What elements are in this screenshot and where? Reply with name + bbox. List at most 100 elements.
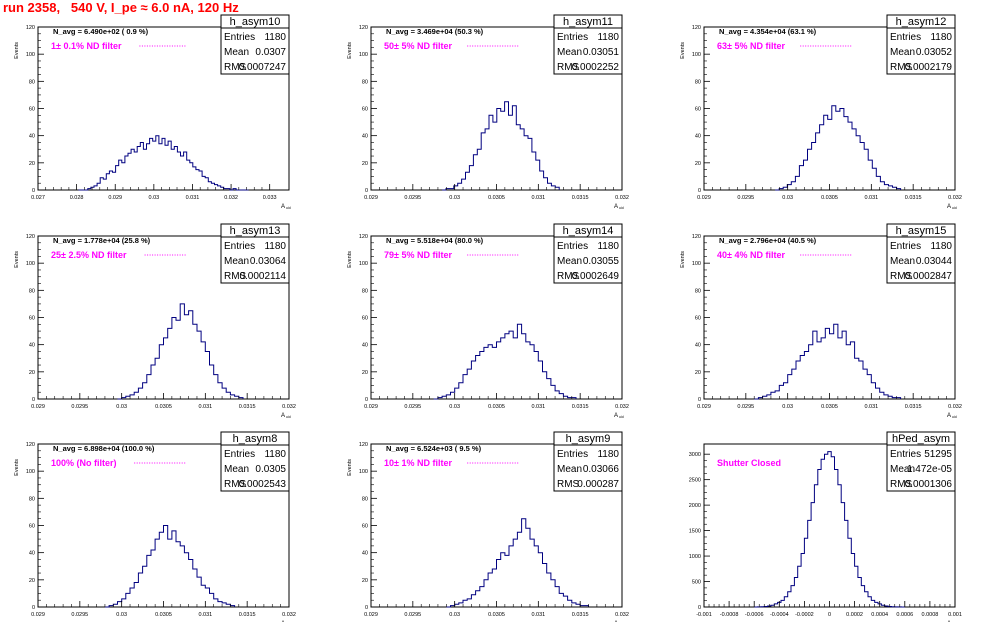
x-axis-title-sub: uid [619,206,624,210]
y-axis-title: Events [347,42,353,59]
y-tick-label: 20 [362,578,368,584]
x-axis-title: A [947,204,951,210]
x-tick-label: 0.029 [364,195,378,201]
x-axis-title-sub: uid [619,415,624,419]
x-tick-label: 0.0305 [821,195,838,201]
stats-label: Mean [557,47,582,58]
navg-label: N_avg = 6.898e+04 (100.0 %) [53,444,155,453]
stats-label: Entries [224,449,255,460]
histogram-panel-h_asym13: 0 20 40 60 80 100 120 0.029 0.0295 0.03 0.0305 0.03… [14,223,296,419]
filter-label: 100% (No filter) [51,458,117,468]
histogram-panel-h_asym11: 0 20 40 60 80 100 120 0.029 0.0295 0.03 0.0305 0.03… [347,14,629,210]
stats-value: 0.03064 [250,256,287,267]
stats-label: Entries [890,241,921,252]
stats-label: RMS [890,479,913,490]
stats-value: 0.0002649 [572,271,620,282]
stats-value: 1180 [597,32,619,43]
y-tick-label: 20 [29,578,35,584]
x-tick-label: 0.029 [697,404,711,410]
x-tick-label: 0.031 [531,612,545,618]
x-tick-label: 0.032 [282,612,296,618]
y-axis-title: Events [680,251,686,268]
x-tick-label: 0.0305 [821,404,838,410]
stats-label: Mean [890,47,915,58]
stats-value: 1180 [264,449,286,460]
stats-box [886,236,956,284]
x-axis-title: A [614,204,618,210]
filter-label: 1± 0.1% ND filter [51,41,122,51]
x-tick-label: 0.032 [948,195,962,201]
x-tick-label: 0.0006 [896,612,913,618]
stats-value: 1180 [930,241,952,252]
y-tick-label: 120 [692,234,701,240]
x-tick-label: 0.0305 [488,612,505,618]
stats-box [886,444,956,492]
y-axis-title: Events [347,251,353,268]
x-tick-label: 0.0315 [905,195,922,201]
x-tick-label: 0.031 [864,195,878,201]
stats-label: RMS [224,62,247,73]
y-tick-label: 0 [32,605,35,611]
histogram-panel-h_asym12: 0 20 40 60 80 100 120 0.029 0.0295 0.03 0.0305 0.03… [680,14,962,210]
x-tick-label: 0.031 [531,195,545,201]
stats-value: 1180 [264,241,286,252]
stats-label: Entries [557,449,588,460]
x-tick-label: 0.03 [116,612,127,618]
stats-value: 0.0305 [255,464,286,475]
histogram-series [754,323,902,400]
x-tick-label: 0.0008 [921,612,938,618]
navg-label: N_avg = 2.796e+04 (40.5 %) [719,236,817,245]
y-tick-label: 120 [26,25,35,31]
y-tick-label: 0 [698,397,701,403]
histogram-panel-h_asym15: 0 20 40 60 80 100 120 0.029 0.0295 0.03 0.0305 0.03… [680,223,962,419]
stats-value: 1.472e-05 [907,464,952,475]
stats-label: RMS [224,479,247,490]
y-tick-label: 80 [29,496,35,502]
y-tick-label: 120 [359,442,368,448]
stats-value: 0.000287 [577,479,619,490]
y-tick-label: 0 [698,605,701,611]
x-tick-label: 0.0315 [905,404,922,410]
x-axis-title: A [281,204,285,210]
y-tick-label: 60 [362,524,368,530]
stats-box [553,27,623,75]
stats-box [553,444,623,492]
navg-label: N_avg = 5.518e+04 (80.0 %) [386,236,484,245]
stats-label: RMS [890,271,913,282]
x-tick-label: 0.032 [615,612,629,618]
histogram-name: h_asym14 [563,225,614,237]
stats-box [220,236,290,284]
stats-label: Entries [224,241,255,252]
stats-value: 1180 [930,32,952,43]
histogram-name: h_asym10 [230,16,281,28]
histogram-series [442,101,560,191]
y-tick-label: 80 [29,288,35,294]
x-tick-label: 0.029 [31,404,45,410]
x-tick-label: 0.033 [263,195,277,201]
x-tick-label: 0.032 [615,195,629,201]
y-tick-label: 1500 [689,529,701,535]
x-axis-title: A [614,413,618,419]
y-tick-label: 40 [695,134,701,140]
histogram-name: h_asym13 [230,225,281,237]
x-tick-label: -0.0002 [795,612,814,618]
x-tick-label: 0.031 [198,612,212,618]
filter-label: 79± 5% ND filter [384,250,452,260]
x-tick-label: 0.0305 [488,404,505,410]
stats-label: RMS [557,271,580,282]
navg-label: N_avg = 6.490e+02 ( 0.9 %) [53,27,149,36]
x-tick-label: 0.0295 [71,404,88,410]
x-tick-label: 0.0295 [404,195,421,201]
y-tick-label: 2000 [689,503,701,509]
y-tick-label: 20 [29,370,35,376]
stats-value: 0.0307 [255,47,286,58]
x-tick-label: -0.0006 [745,612,764,618]
y-tick-label: 3000 [689,452,701,458]
stats-label: Mean [890,256,915,267]
x-tick-label: 0.032 [282,404,296,410]
y-tick-label: 100 [692,261,701,267]
stats-box [220,444,290,492]
stats-value: 0.0002543 [239,479,287,490]
y-tick-label: 60 [29,107,35,113]
